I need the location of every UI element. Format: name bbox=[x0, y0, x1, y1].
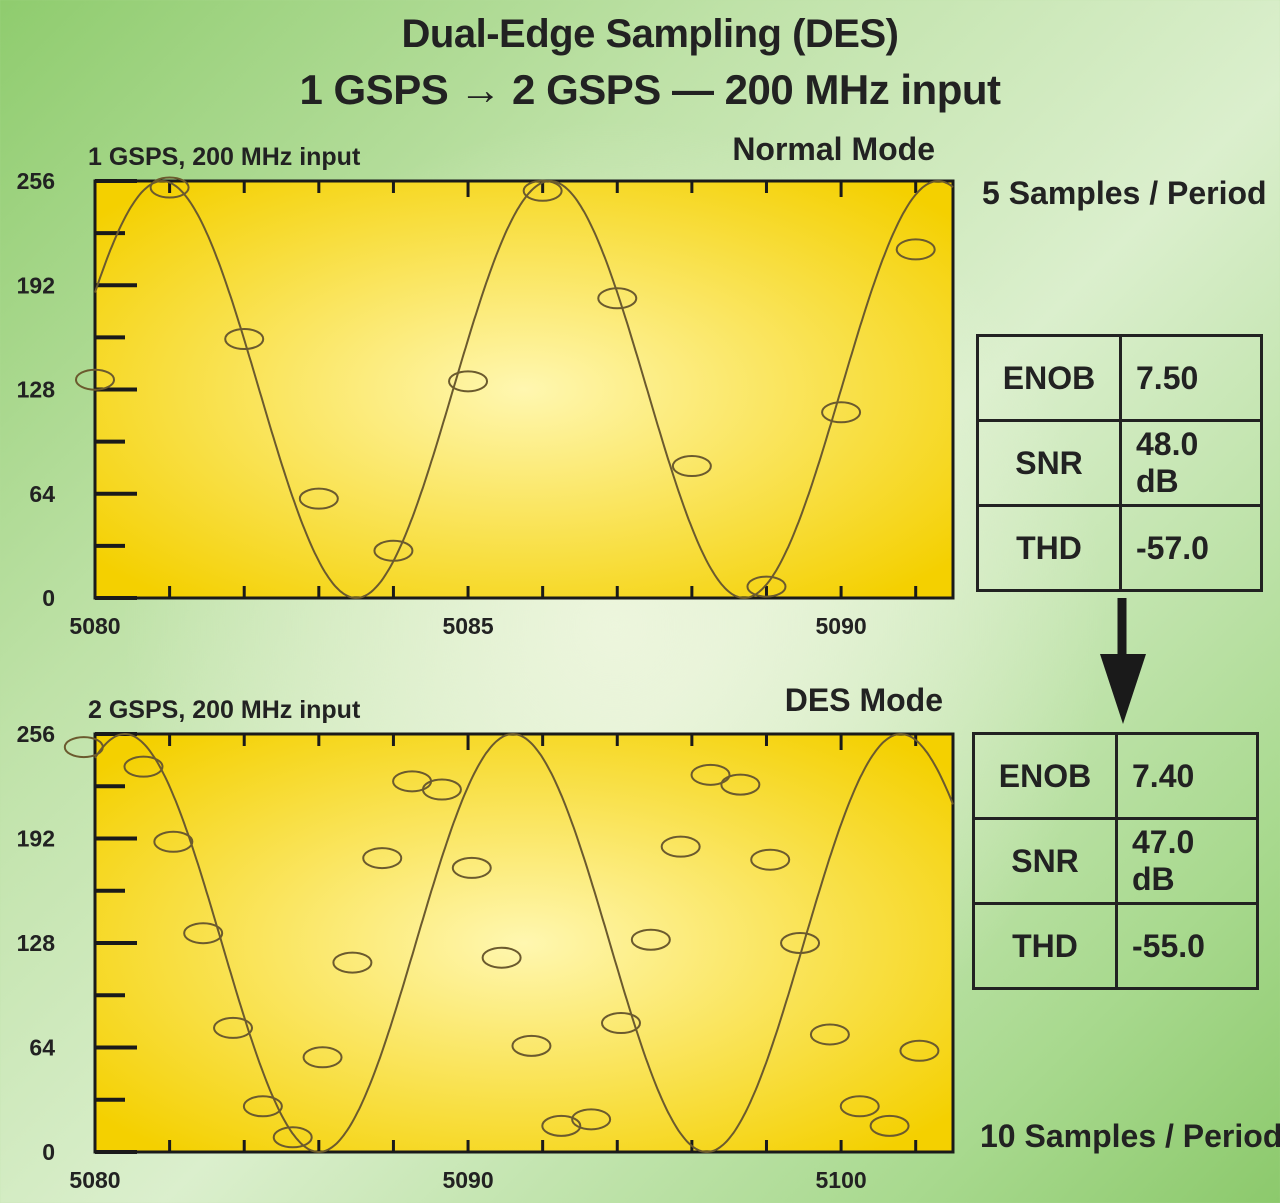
normal-samples-per-period: 5 Samples / Period bbox=[982, 175, 1267, 211]
sample-point bbox=[895, 238, 936, 261]
sample-point bbox=[839, 1095, 880, 1118]
sample-point bbox=[362, 847, 403, 870]
y-tick-label: 64 bbox=[29, 481, 55, 507]
x-tick-label: 5090 bbox=[816, 613, 867, 639]
y-tick-label: 128 bbox=[17, 930, 56, 956]
metrics-row-snr: SNR 48.0 dB bbox=[976, 419, 1263, 507]
x-tick-label: 5100 bbox=[816, 1167, 867, 1193]
x-tick-label: 5090 bbox=[442, 1167, 493, 1193]
y-tick-label: 256 bbox=[17, 721, 55, 747]
sample-point bbox=[63, 736, 104, 759]
metric-name: ENOB bbox=[972, 732, 1118, 820]
chart-subtitle: 1 GSPS, 200 MHz input bbox=[88, 143, 361, 171]
sample-point bbox=[451, 856, 492, 879]
metrics-row-enob: ENOB 7.40 bbox=[972, 732, 1259, 820]
x-tick-label: 5085 bbox=[442, 613, 493, 639]
metric-name: SNR bbox=[976, 419, 1122, 507]
sample-point bbox=[75, 368, 115, 391]
sample-point bbox=[298, 487, 339, 510]
sample-point bbox=[671, 455, 712, 478]
des-samples-per-period: 10 Samples / Period bbox=[980, 1118, 1280, 1154]
sample-point bbox=[869, 1114, 910, 1137]
plot-area bbox=[93, 179, 955, 600]
x-tick-label: 5080 bbox=[69, 1167, 120, 1193]
sample-point bbox=[242, 1095, 283, 1118]
sample-point bbox=[899, 1039, 940, 1062]
down-arrow-icon bbox=[1100, 598, 1146, 724]
sample-point bbox=[541, 1114, 582, 1137]
sample-point bbox=[272, 1126, 313, 1149]
metric-name: SNR bbox=[972, 817, 1118, 905]
sample-point bbox=[597, 287, 638, 310]
sample-point bbox=[660, 835, 701, 858]
sample-point bbox=[123, 755, 164, 778]
waveform-line bbox=[94, 733, 954, 1153]
sample-point bbox=[302, 1046, 343, 1069]
metrics-row-enob: ENOB 7.50 bbox=[976, 334, 1263, 422]
y-tick-label: 192 bbox=[17, 272, 55, 298]
y-tick-label: 192 bbox=[17, 826, 55, 852]
sample-point bbox=[690, 763, 731, 786]
metric-value: 7.50 bbox=[1119, 334, 1263, 422]
plot-area bbox=[93, 732, 955, 1154]
sample-point bbox=[373, 539, 414, 562]
y-tick-label: 64 bbox=[29, 1035, 55, 1061]
chart-title-line1: Dual-Edge Sampling (DES) bbox=[401, 12, 899, 56]
sample-point bbox=[522, 179, 563, 202]
sample-point bbox=[183, 922, 224, 945]
sample-point bbox=[750, 848, 791, 871]
metrics-row-thd: THD -57.0 bbox=[976, 504, 1263, 592]
des-mode-panel: 2 GSPS, 200 MHz input DES Mode 0 64 128 192 25… bbox=[17, 682, 955, 1193]
sample-point bbox=[213, 1016, 254, 1039]
chart-title-line2: 1 GSPS → 2 GSPS — 200 MHz input bbox=[299, 66, 1001, 113]
metric-value: -57.0 bbox=[1119, 504, 1263, 592]
metrics-row-snr: SNR 47.0 dB bbox=[972, 817, 1259, 905]
des-mode-metrics-table: ENOB 7.40 SNR 47.0 dB THD -55.0 bbox=[972, 732, 1259, 990]
metric-name: THD bbox=[976, 504, 1122, 592]
sample-point bbox=[448, 370, 489, 393]
sample-point bbox=[481, 946, 522, 969]
normal-mode-metrics-table: ENOB 7.50 SNR 48.0 dB THD -57.0 bbox=[976, 334, 1263, 592]
waveform-line bbox=[94, 179, 954, 600]
sample-point bbox=[809, 1023, 850, 1046]
sample-point bbox=[746, 575, 787, 598]
metrics-row-thd: THD -55.0 bbox=[972, 902, 1259, 990]
sample-point bbox=[332, 951, 373, 974]
sample-point bbox=[153, 830, 194, 853]
normal-mode-panel: 1 GSPS, 200 MHz input Normal Mode 0 64 128 19… bbox=[17, 131, 955, 639]
sample-point bbox=[821, 401, 862, 424]
x-tick-label: 5080 bbox=[69, 613, 120, 639]
sample-point bbox=[149, 176, 190, 199]
sample-point bbox=[511, 1034, 552, 1057]
metric-value: 7.40 bbox=[1115, 732, 1259, 820]
sample-point bbox=[600, 1012, 641, 1035]
metric-value: 48.0 dB bbox=[1119, 419, 1263, 507]
metric-name: ENOB bbox=[976, 334, 1122, 422]
y-tick-label: 256 bbox=[17, 168, 55, 194]
chart-subtitle: 2 GSPS, 200 MHz input bbox=[88, 696, 361, 724]
sample-point bbox=[224, 328, 265, 351]
sample-point bbox=[630, 928, 671, 951]
sample-point bbox=[571, 1108, 612, 1131]
metric-value: -55.0 bbox=[1115, 902, 1259, 990]
sample-point bbox=[720, 773, 761, 796]
y-tick-label: 128 bbox=[17, 377, 56, 403]
mode-label: DES Mode bbox=[785, 682, 943, 718]
mode-label: Normal Mode bbox=[732, 131, 935, 167]
metric-value: 47.0 dB bbox=[1115, 817, 1259, 905]
metric-name: THD bbox=[972, 902, 1118, 990]
y-tick-label: 0 bbox=[42, 1139, 55, 1165]
y-tick-label: 0 bbox=[42, 585, 55, 611]
sample-point bbox=[421, 778, 462, 801]
sample-point bbox=[780, 932, 821, 954]
